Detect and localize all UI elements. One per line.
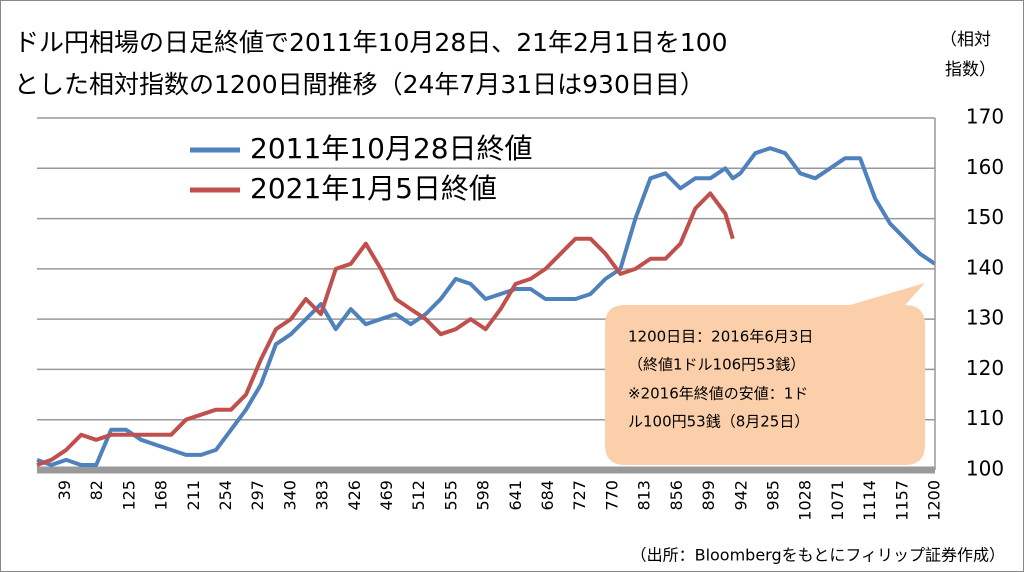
x-tick-label: 1200 <box>925 480 944 521</box>
x-tick-label: 340 <box>280 480 299 511</box>
x-tick-label: 1114 <box>860 480 879 521</box>
x-tick-label: 942 <box>731 480 750 511</box>
x-tick-label: 598 <box>474 480 493 511</box>
x-tick-label: 39 <box>55 480 74 500</box>
x-tick-label: 1028 <box>796 480 815 521</box>
x-tick-label: 641 <box>506 480 525 511</box>
annotation: ※2016年終値の安値：1ド <box>628 385 808 403</box>
y-tick-label: 160 <box>966 155 1004 179</box>
y-tick-label: 170 <box>966 105 1004 129</box>
legend-label: 2021年1月5日終値 <box>250 172 497 205</box>
x-tick-label: 727 <box>570 480 589 511</box>
x-tick-label: 125 <box>119 480 138 511</box>
x-tick-label: 469 <box>377 480 396 511</box>
y-tick-label: 150 <box>966 205 1004 229</box>
series-line <box>36 146 937 467</box>
annotation: （終値1ドル106円53銭） <box>628 356 805 374</box>
x-tick-label: 1157 <box>892 480 911 521</box>
annotation: 1200日目：2016年6月3日 <box>628 328 813 346</box>
x-tick-label: 899 <box>699 480 718 511</box>
y-axis-label: （相対 <box>940 30 991 50</box>
y-tick-label: 130 <box>966 306 1004 330</box>
x-tick-label: 297 <box>248 480 267 511</box>
x-tick-label: 211 <box>184 480 203 511</box>
chart-title: とした相対指数の1200日間推移（24年7月31日は930日目） <box>14 70 705 99</box>
chart-title: ドル円相場の日足終値で2011年10月28日、21年2月1日を100 <box>14 28 728 57</box>
x-tick-label: 770 <box>602 480 621 511</box>
y-tick-label: 110 <box>966 406 1004 430</box>
x-tick-label: 1071 <box>828 480 847 521</box>
callout <box>605 283 925 465</box>
x-tick-label: 555 <box>441 480 460 511</box>
x-tick-label: 254 <box>216 480 235 511</box>
x-tick-label: 383 <box>313 480 332 511</box>
series-line <box>36 191 735 467</box>
x-tick-label: 168 <box>152 480 171 511</box>
y-tick-label: 120 <box>966 356 1004 380</box>
x-tick-label: 426 <box>345 480 364 511</box>
x-tick-label: 856 <box>667 480 686 511</box>
y-tick-label: 140 <box>966 255 1004 279</box>
x-tick-label: 82 <box>87 480 106 500</box>
y-axis-label: 指数） <box>945 60 996 80</box>
annotation: ル100円53銭（8月25日） <box>628 413 809 431</box>
y-tick-label: 100 <box>966 457 1004 481</box>
x-tick-label: 813 <box>635 480 654 511</box>
x-tick-label: 512 <box>409 480 428 511</box>
legend-label: 2011年10月28日終値 <box>250 132 533 165</box>
x-tick-label: 684 <box>538 480 557 511</box>
x-tick-label: 985 <box>763 480 782 511</box>
source: （出所：Bloombergをもとにフィリップ証券作成） <box>631 546 1005 565</box>
